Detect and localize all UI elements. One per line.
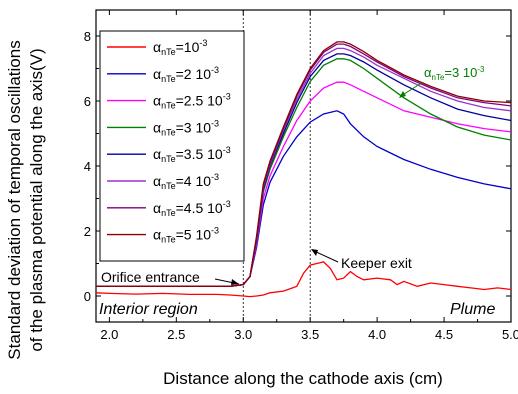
plot-area (242, 10, 311, 322)
legend-label-2: αnTe=2.5 10-3 (153, 92, 231, 111)
y-tick-label: 4 (84, 159, 91, 174)
legend-label-6: αnTe=4.5 10-3 (153, 199, 231, 218)
x-tick-label: 2.0 (100, 327, 118, 342)
legend-label-7: αnTe=5 10-3 (153, 226, 219, 245)
inline-label-text: αnTe=3 10-3 (424, 65, 485, 82)
y-tick-label: 8 (84, 29, 91, 44)
x-tick-label: 4.5 (435, 327, 453, 342)
interior-region-label: Interior region (99, 301, 198, 318)
keeper-label: Keeper exit (341, 255, 412, 271)
y-axis-label-line1: Standard deviation of temporal oscillati… (5, 40, 24, 359)
x-tick-label: 5.0 (502, 327, 518, 342)
keeper-arrowhead (311, 249, 318, 256)
x-axis-label: Distance along the cathode axis (cm) (163, 369, 443, 388)
y-tick-label: 6 (84, 94, 91, 109)
legend-label-4: αnTe=3.5 10-3 (153, 145, 231, 164)
x-tick-label: 4.0 (368, 327, 386, 342)
y-tick-label: 2 (84, 224, 91, 239)
legend-box (99, 30, 245, 262)
inline-label-arrow (400, 81, 424, 97)
legend-label-3: αnTe=3 10-3 (153, 118, 219, 137)
inline-series-label: αnTe=3 10-3 (399, 65, 485, 98)
orifice-arrowhead (231, 279, 239, 285)
annotations: Orifice entrance Keeper exit Interior regi… (99, 65, 495, 318)
x-tick-label: 2.5 (167, 327, 185, 342)
legend: αnTe=10-3 αnTe=2 10-3 αnTe=2.5 10-3 αnTe=3 … (99, 30, 245, 262)
y-tick-label: 0 (84, 289, 91, 304)
plume-label: Plume (450, 301, 495, 318)
x-tick-label: 3.5 (301, 327, 319, 342)
series-line-0 (95, 261, 512, 298)
series-line-7 (96, 41, 512, 287)
orifice-label: Orifice entrance (101, 269, 200, 285)
axes: 2.0 2.5 3.0 3.5 4.0 4.5 5.0 0 2 4 6 8 (84, 9, 518, 342)
legend-label-0: αnTe=10-3 (153, 38, 207, 57)
legend-label-1: αnTe=2 10-3 (153, 65, 219, 84)
legend-label-5: αnTe=4 10-3 (153, 172, 219, 191)
series-lines (95, 41, 512, 298)
y-axis-label-line2: of the plasma potential along the axis(V… (27, 48, 46, 351)
inline-label-arrowhead (399, 91, 406, 98)
x-tick-label: 3.0 (234, 327, 252, 342)
